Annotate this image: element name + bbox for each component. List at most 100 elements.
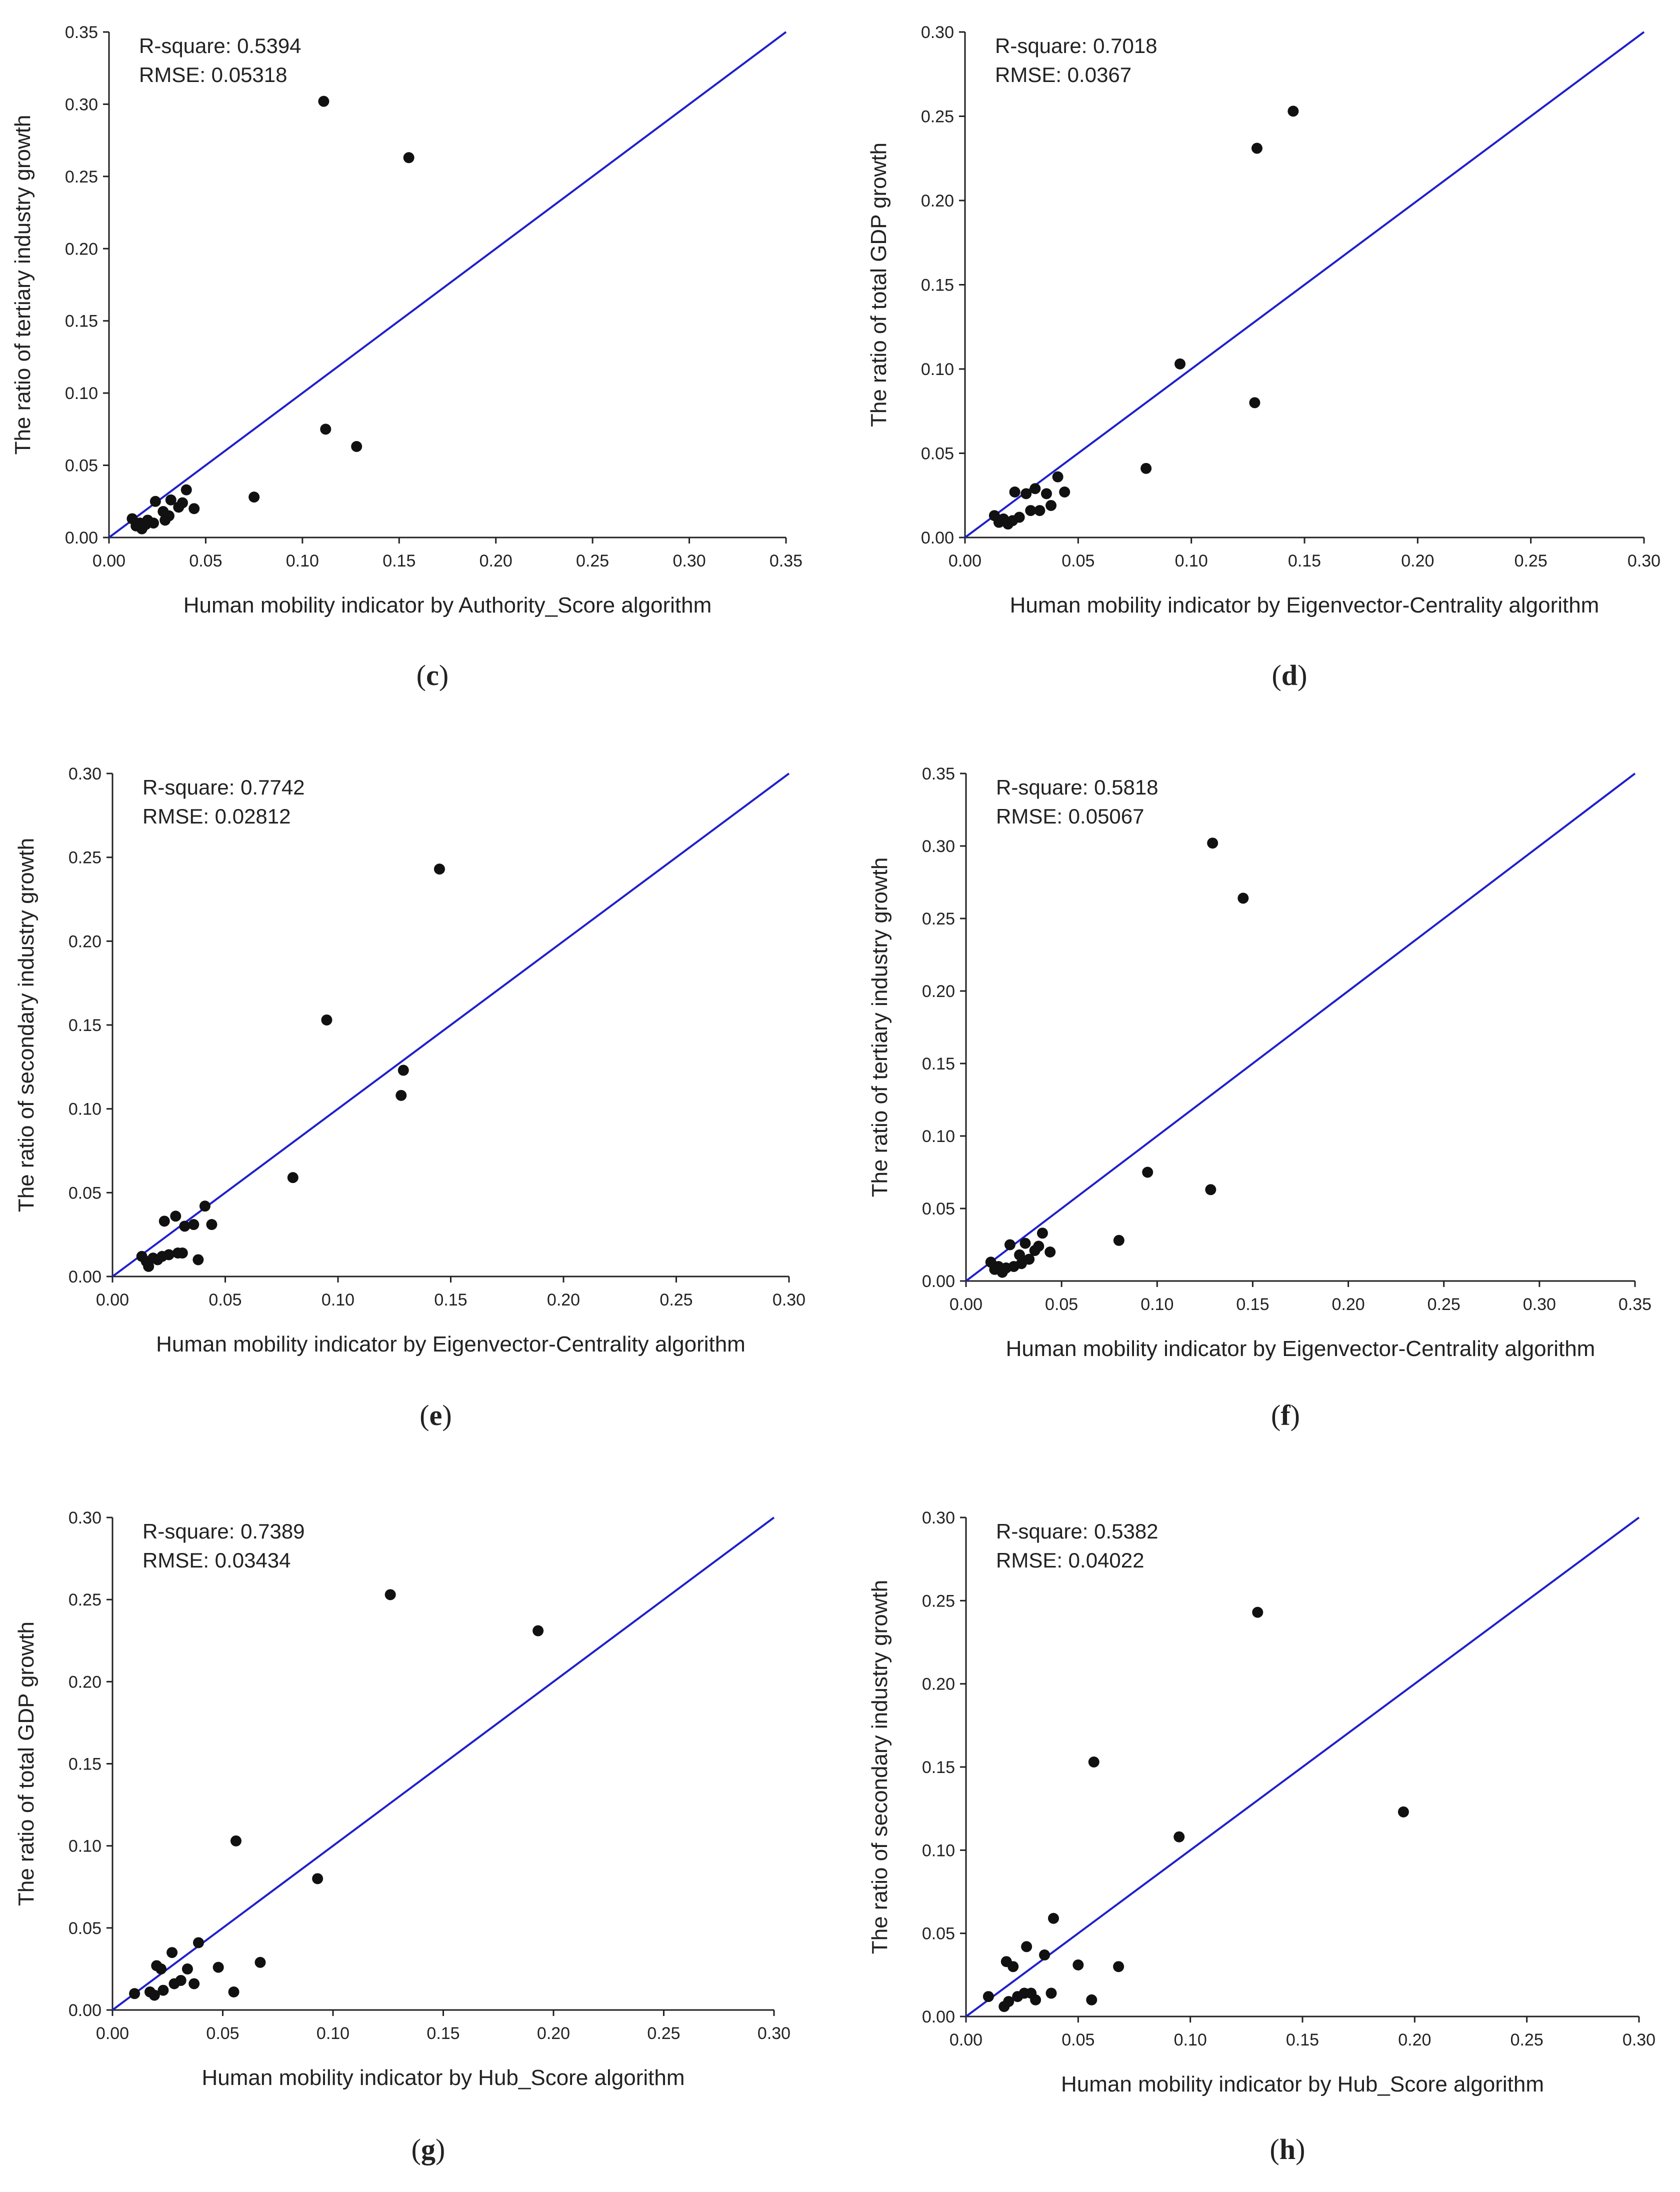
data-point (1059, 486, 1070, 498)
reference-line (965, 772, 1636, 1282)
r-square-annotation: R-square: 0.7742 (142, 776, 305, 799)
data-point (188, 1219, 200, 1230)
x-tick-label: 0.05 (1062, 552, 1094, 570)
data-point (179, 1220, 190, 1232)
data-point (1040, 488, 1052, 500)
data-point (1086, 1994, 1098, 2006)
r-square-annotation: R-square: 0.7018 (995, 34, 1158, 58)
data-point (206, 1219, 218, 1230)
r-square-annotation: R-square: 0.5394 (139, 34, 302, 58)
y-tick-label: 0.25 (921, 108, 954, 126)
y-tick-label: 0.15 (68, 1755, 102, 1774)
data-point (532, 1625, 544, 1636)
data-point (312, 1873, 324, 1884)
y-tick-label: 0.35 (65, 23, 98, 42)
r-square-annotation: R-square: 0.5382 (996, 1520, 1158, 1543)
x-tick-label: 0.10 (1174, 2030, 1207, 2050)
x-tick-label: 0.20 (480, 552, 512, 570)
x-axis-label: Human mobility indicator by Eigenvector-… (1006, 1336, 1596, 1361)
y-tick-label: 0.00 (65, 528, 98, 548)
data-point (1004, 1239, 1016, 1250)
x-tick-label: 0.25 (576, 552, 609, 570)
data-point (1020, 488, 1032, 500)
data-point (1238, 892, 1249, 904)
y-tick-label: 0.25 (68, 848, 102, 868)
data-point (321, 1014, 332, 1026)
y-tick-label: 0.05 (921, 444, 954, 464)
y-tick-label: 0.05 (68, 1184, 102, 1202)
panel-label: (d) (1272, 659, 1308, 692)
data-point (1052, 471, 1064, 482)
x-axis-label: Human mobility indicator by Eigenvector-… (1010, 593, 1600, 618)
data-point (165, 494, 176, 506)
x-tick-label: 0.20 (1332, 1295, 1364, 1314)
chart-panel-d: 0.00 0.05 0.10 0.15 0.20 0.25 0.30 0.00 0.05 0.10… (866, 23, 1660, 692)
data-point (129, 1988, 140, 2000)
data-point (158, 1984, 169, 1996)
y-tick-label: 0.10 (68, 1100, 102, 1119)
x-tick-label: 0.25 (1428, 1295, 1460, 1314)
chart-panel-h: 0.00 0.05 0.10 0.15 0.20 0.25 0.30 0.00 0.05 0.10… (868, 1508, 1656, 2166)
y-tick-label: 0.20 (65, 240, 98, 258)
y-tick-label: 0.20 (68, 1672, 102, 1692)
panel-label: (f) (1271, 1399, 1300, 1432)
x-tick-label: 0.05 (206, 2024, 239, 2043)
x-tick-label: 0.30 (772, 1290, 806, 1310)
rmse-annotation: RMSE: 0.05318 (139, 63, 288, 86)
y-tick-label: 0.25 (68, 1590, 102, 1610)
data-point (1251, 142, 1262, 154)
y-tick-label: 0.10 (921, 360, 954, 379)
data-point (1039, 1949, 1050, 1960)
data-point (1021, 1941, 1032, 1952)
x-tick-label: 0.25 (1514, 552, 1548, 570)
x-tick-label: 0.05 (208, 1290, 242, 1310)
y-tick-label: 0.35 (922, 764, 955, 784)
y-tick-label: 0.20 (922, 982, 955, 1001)
y-axis-label: The ratio of secondary industry growth (14, 838, 38, 1212)
y-tick-label: 0.20 (922, 1675, 955, 1694)
x-tick-label: 0.15 (434, 1290, 467, 1310)
data-point (158, 1216, 170, 1227)
data-point (1046, 1988, 1057, 1999)
y-tick-label: 0.30 (922, 1508, 955, 1528)
data-point (1003, 1996, 1014, 2008)
x-tick-label: 0.15 (1286, 2030, 1319, 2050)
x-tick-label: 0.20 (1401, 552, 1434, 570)
chart-panel-f: 0.00 0.05 0.10 0.15 0.20 0.25 0.30 0.35 0.00 0.05… (868, 764, 1652, 1432)
x-tick-label: 0.10 (286, 552, 319, 570)
data-point (384, 1589, 396, 1600)
data-point (1033, 1240, 1044, 1252)
x-tick-label: 0.00 (950, 1295, 982, 1314)
x-tick-label: 0.15 (426, 2024, 460, 2043)
data-point (1252, 1606, 1264, 1618)
x-tick-label: 0.10 (1175, 552, 1208, 570)
data-point (287, 1172, 298, 1184)
x-tick-label: 0.30 (672, 552, 706, 570)
data-point (403, 152, 414, 164)
data-point (1030, 483, 1041, 494)
x-tick-label: 0.35 (770, 552, 802, 570)
x-tick-label: 0.00 (950, 2030, 982, 2050)
x-axis-label: Human mobility indicator by Eigenvector-… (156, 1332, 746, 1356)
y-tick-label: 0.05 (68, 1919, 102, 1938)
data-point (177, 497, 188, 508)
y-tick-label: 0.05 (922, 1200, 955, 1218)
panel-label: (g) (412, 2133, 446, 2166)
x-tick-label: 0.10 (322, 1290, 354, 1310)
x-tick-label: 0.25 (1510, 2030, 1544, 2050)
y-tick-label: 0.00 (68, 1268, 102, 1286)
rmse-annotation: RMSE: 0.02812 (142, 804, 291, 828)
data-point (1174, 1831, 1185, 1842)
x-tick-label: 0.25 (647, 2024, 680, 2043)
y-tick-label: 0.00 (68, 2001, 102, 2020)
chart-panel-c: 0.00 0.05 0.10 0.15 0.20 0.25 0.30 0.35 0.00 0.05… (10, 23, 802, 692)
data-point (982, 1991, 994, 2002)
data-point (1174, 358, 1186, 370)
data-point (188, 503, 200, 514)
data-point (1048, 1912, 1059, 1924)
y-tick-label: 0.15 (922, 1758, 955, 1777)
rmse-annotation: RMSE: 0.03434 (142, 1548, 291, 1572)
x-tick-label: 0.00 (96, 2024, 129, 2043)
chart-panel-e: 0.00 0.05 0.10 0.15 0.20 0.25 0.30 0.00 0.05 0.10… (14, 764, 806, 1432)
